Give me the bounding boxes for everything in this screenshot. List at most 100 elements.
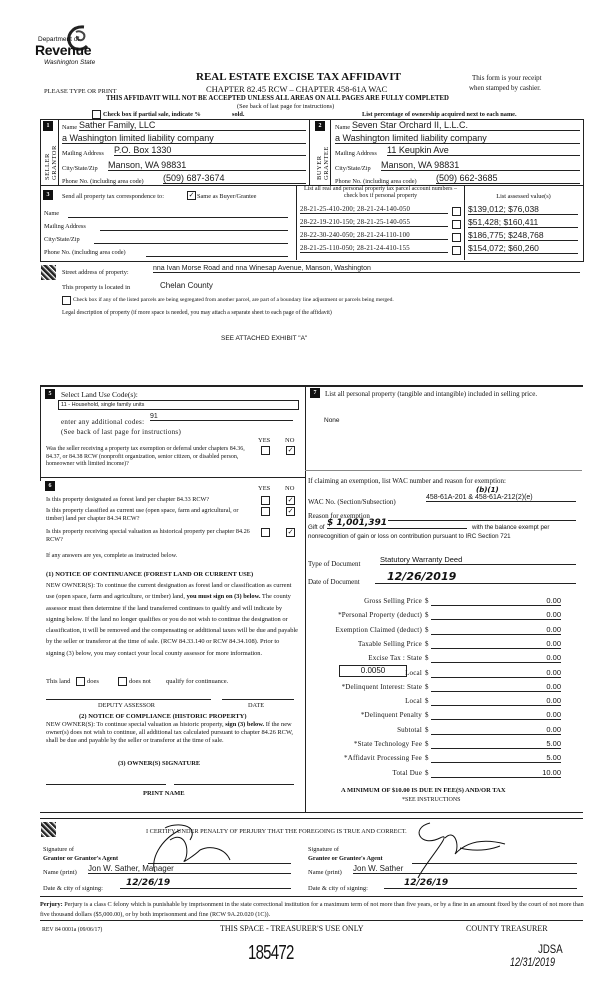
amount-value-field[interactable]: 0.00 bbox=[431, 625, 561, 635]
seller-name-field[interactable]: Sather Family, LLC bbox=[79, 120, 306, 131]
exemption-yes-checkbox[interactable] bbox=[261, 446, 270, 455]
grantee-signature bbox=[417, 822, 506, 879]
designation-question: Is this property receiving special valua… bbox=[46, 528, 250, 543]
buyer-mailing-field[interactable]: 11 Keupkin Ave bbox=[387, 145, 580, 156]
grantor-date-field[interactable]: 12/26/19 bbox=[120, 878, 291, 889]
local-tax-rate-field[interactable]: 0.0050 bbox=[339, 665, 407, 677]
designation-yes-checkbox[interactable] bbox=[261, 496, 270, 505]
personal-property-checkbox[interactable] bbox=[452, 233, 461, 242]
doc-type-field[interactable]: Statutory Warranty Deed bbox=[380, 555, 576, 565]
assessed-value-field[interactable]: $139,012; $76,038 bbox=[468, 204, 578, 215]
amount-value-field[interactable]: 0.00 bbox=[431, 682, 561, 692]
amount-value-field[interactable]: 5.00 bbox=[431, 739, 561, 749]
additional-codes-field[interactable]: 91 bbox=[150, 413, 293, 421]
doc-date-field[interactable]: 12/26/2019 bbox=[375, 570, 576, 584]
seller-phone-field[interactable]: (509) 687-3674 bbox=[163, 173, 306, 184]
parcel-number-field[interactable]: 28-21-25-110-050; 28-21-24-410-155 bbox=[300, 245, 448, 253]
buyer-city-label: City/State/Zip bbox=[335, 165, 371, 172]
personal-property-checkbox[interactable] bbox=[452, 207, 461, 216]
seller-entity-field[interactable]: a Washington limited liability company bbox=[62, 133, 306, 144]
partial-sale-checkbox[interactable] bbox=[92, 110, 101, 119]
grantor-signature bbox=[153, 824, 231, 873]
corr-city-field[interactable] bbox=[94, 235, 288, 244]
buyer-name-field[interactable]: Seven Star Orchard II, L.L.C. bbox=[352, 120, 580, 131]
corr-phone-field[interactable] bbox=[146, 248, 288, 257]
street-address-field[interactable]: nna Ivan Morse Road and nna Winesap Aven… bbox=[153, 265, 580, 273]
county-field[interactable]: Chelan County bbox=[160, 281, 213, 290]
amount-value-field[interactable]: 0.00 bbox=[431, 639, 561, 649]
currency-symbol: $ bbox=[425, 597, 429, 605]
designation-no-checkbox[interactable]: ✓ bbox=[286, 528, 295, 537]
legal-description-field[interactable]: SEE ATTACHED EXHIBIT "A" bbox=[221, 335, 308, 342]
assessed-value-field[interactable]: $154,072; $60,260 bbox=[468, 243, 578, 254]
if-yes-note: If any answers are yes, complete as inst… bbox=[46, 552, 178, 559]
buyer-city-field[interactable]: Manson, WA 98831 bbox=[381, 160, 580, 171]
corr-city-label: City/State/Zip bbox=[44, 236, 80, 243]
grantor-name-field[interactable]: Jon W. Sather, Manager bbox=[88, 864, 291, 874]
designation-no-checkbox[interactable]: ✓ bbox=[286, 496, 295, 505]
amount-label: Gross Selling Price bbox=[364, 597, 422, 605]
section-number: 5 bbox=[45, 389, 55, 399]
personal-property-checkbox[interactable] bbox=[452, 246, 461, 255]
designation-yes-checkbox[interactable] bbox=[261, 528, 270, 537]
exemption-no-checkbox[interactable]: ✓ bbox=[286, 446, 295, 455]
wac-field[interactable]: 458-61A-201 & 458-61A-212(2)(e) bbox=[426, 494, 576, 502]
personal-property-checkbox[interactable] bbox=[452, 220, 461, 229]
corr-phone-label: Phone No. (including area code) bbox=[44, 249, 126, 256]
notice-continuance-text: NEW OWNER(S): To continue the current de… bbox=[46, 582, 298, 657]
designation-yes-checkbox[interactable] bbox=[261, 507, 270, 516]
currency-symbol: $ bbox=[425, 740, 429, 748]
buyer-phone-field[interactable]: (509) 662-3685 bbox=[436, 173, 580, 184]
assessed-value-field[interactable]: $51,428; $160,411 bbox=[468, 217, 578, 228]
same-as-buyer-checkbox[interactable]: ✓ bbox=[187, 191, 196, 200]
logo-emblem-icon bbox=[67, 25, 89, 51]
amount-value-field[interactable]: 0.00 bbox=[431, 710, 561, 721]
value-header: List assessed value(s) bbox=[496, 193, 551, 200]
amount-label: Subtotal bbox=[397, 725, 422, 734]
buyer-entity-field[interactable]: a Washington limited liability company bbox=[335, 133, 580, 144]
notice-compliance-text: NEW OWNER(S): To continue special valuat… bbox=[46, 721, 293, 744]
amount-value-field[interactable]: 0.00 bbox=[431, 668, 561, 678]
seller-city-field[interactable]: Manson, WA 98831 bbox=[108, 160, 306, 171]
parcel-number-field[interactable]: 28-21-25-410-200; 28-21-24-140-050 bbox=[300, 206, 448, 214]
amount-value-field[interactable]: 0.00 bbox=[431, 610, 561, 621]
amount-label: Excise Tax : State bbox=[368, 654, 422, 663]
no-header: NO bbox=[285, 485, 295, 492]
see-instructions-note: *SEE INSTRUCTIONS bbox=[402, 797, 461, 803]
minimum-due-note: A MINIMUM OF $10.00 IS DUE IN FEE(S) AND… bbox=[341, 787, 506, 794]
amount-value-field[interactable]: 0.00 bbox=[431, 725, 561, 735]
does-qualify-checkbox[interactable] bbox=[76, 677, 85, 686]
print-name-label: PRINT NAME bbox=[143, 790, 185, 797]
personal-property-field[interactable]: None bbox=[324, 417, 340, 424]
designation-no-checkbox[interactable]: ✓ bbox=[286, 507, 295, 516]
amount-value-field[interactable]: 0.00 bbox=[431, 696, 561, 707]
amount-value-field[interactable]: 10.00 bbox=[431, 768, 561, 778]
logo-text: Revenue bbox=[35, 42, 92, 58]
parcel-number-field[interactable]: 28-22-19-210-150; 28-21-25-140-055 bbox=[300, 219, 448, 227]
gift-amount-field[interactable]: $ 1,001,391 bbox=[327, 518, 467, 529]
section-number: 2 bbox=[315, 121, 325, 131]
grantee-signature-label: Grantee or Grantee's Agent bbox=[308, 855, 383, 862]
amount-value-field[interactable]: 5.00 bbox=[431, 753, 561, 764]
amount-value-field[interactable]: 0.00 bbox=[431, 653, 561, 664]
completion-warning: THIS AFFIDAVIT WILL NOT BE ACCEPTED UNLE… bbox=[106, 95, 449, 102]
partial-sale-label: Check box if partial sale, indicate % bbox=[103, 111, 201, 118]
owner-signature-label: (3) OWNER(S) SIGNATURE bbox=[118, 760, 201, 767]
segregated-checkbox[interactable] bbox=[62, 296, 71, 305]
land-use-select[interactable]: 11 - Household, single family units bbox=[58, 400, 299, 410]
seller-side-label: SELLER GRANTOR bbox=[44, 145, 58, 180]
corr-mailing-field[interactable] bbox=[100, 222, 288, 231]
currency-symbol: $ bbox=[425, 697, 429, 706]
buyer-name-label: Name bbox=[335, 124, 351, 131]
parcel-number-field[interactable]: 28-22-30-240-050; 28-21-24-110-100 bbox=[300, 232, 448, 240]
county-treasurer-label: COUNTY TREASURER bbox=[466, 924, 548, 933]
assessed-value-field[interactable]: $186,775; $248,768 bbox=[468, 230, 578, 241]
grantee-date-field[interactable]: 12/26/19 bbox=[384, 878, 577, 889]
currency-symbol: $ bbox=[425, 682, 429, 691]
wac-label: WAC No. (Section/Subsection) bbox=[308, 498, 396, 506]
amount-value-field[interactable]: 0.00 bbox=[431, 596, 561, 606]
corr-name-field[interactable] bbox=[68, 209, 288, 218]
seller-mailing-field[interactable]: P.O. Box 1330 bbox=[114, 145, 306, 156]
does-not-qualify-checkbox[interactable] bbox=[118, 677, 127, 686]
grantee-name-field[interactable]: Jon W. Sather bbox=[353, 864, 577, 874]
